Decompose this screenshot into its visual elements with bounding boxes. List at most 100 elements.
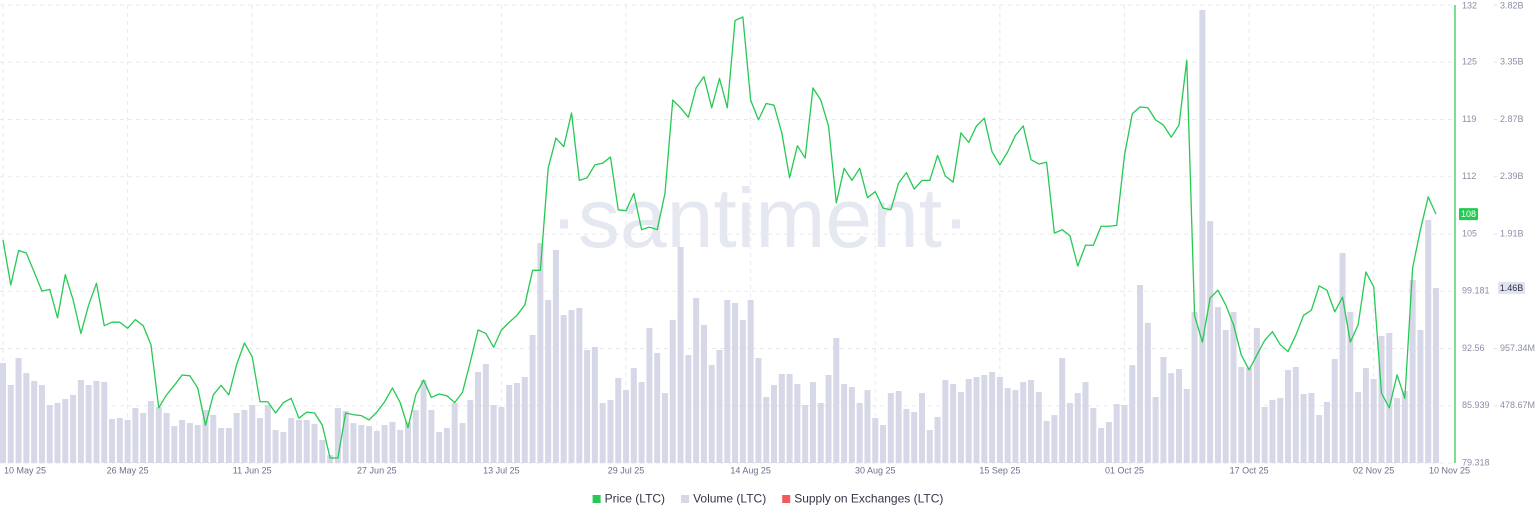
volume-bar	[1168, 373, 1175, 463]
volume-bar	[249, 404, 256, 463]
y-tick-label: 85.939	[1462, 400, 1490, 410]
volume-bar	[303, 419, 310, 463]
volume-bar	[1386, 332, 1393, 463]
volume-bar	[638, 382, 645, 463]
volume-bar	[732, 302, 739, 463]
volume-bar	[443, 427, 450, 463]
volume-bar	[716, 349, 723, 463]
volume-bar	[646, 327, 653, 463]
volume-bar	[591, 346, 598, 463]
legend: Price (LTC) Volume (LTC) Supply on Exchang…	[592, 492, 943, 506]
volume-bar	[1074, 393, 1081, 463]
volume-bar	[911, 412, 918, 463]
volume-bar	[1425, 219, 1432, 463]
volume-bar	[116, 418, 123, 463]
volume-bar	[218, 427, 225, 463]
y2-tick-label: 957.34M	[1500, 343, 1535, 353]
volume-bar	[1051, 415, 1058, 463]
volume-bar	[880, 424, 887, 463]
volume-bar	[1378, 335, 1385, 463]
y-tick-label: 132	[1462, 0, 1477, 10]
x-tick-label: 30 Aug 25	[855, 465, 896, 475]
volume-bar	[848, 387, 855, 463]
volume-bar	[552, 249, 559, 463]
volume-bar	[15, 357, 22, 463]
volume-bar	[950, 383, 957, 463]
volume-bar	[1090, 407, 1097, 463]
volume-bar	[1137, 285, 1144, 463]
volume-bar	[467, 399, 474, 463]
volume-bar	[545, 299, 552, 463]
x-tick-label: 10 Nov 25	[1429, 465, 1470, 475]
volume-bar	[428, 410, 435, 463]
value-badge-label: 1.46B	[1500, 283, 1524, 293]
x-tick-label: 02 Nov 25	[1353, 465, 1394, 475]
volume-bar	[568, 310, 575, 463]
volume-bar	[163, 413, 170, 463]
volume-bar	[498, 407, 505, 463]
volume-bar	[926, 429, 933, 463]
volume-bar	[482, 363, 489, 463]
volume-bar	[560, 315, 567, 463]
volume-bar	[389, 421, 396, 463]
volume-bar	[1160, 357, 1167, 463]
volume-bar	[1129, 365, 1136, 463]
volume-bar	[459, 423, 466, 463]
volume-bar	[965, 379, 972, 463]
volume-bar	[529, 335, 536, 463]
volume-bar	[1277, 398, 1284, 463]
price-line	[2, 16, 1437, 459]
volume-bar	[171, 426, 178, 463]
value-badge	[1498, 282, 1525, 295]
volume-bar	[179, 419, 186, 463]
volume-bar	[1409, 280, 1416, 463]
legend-swatch	[681, 495, 690, 503]
x-tick-label: 15 Sep 25	[979, 465, 1020, 475]
volume-bar	[1222, 330, 1229, 463]
value-badge	[1459, 208, 1478, 221]
volume-bar	[615, 377, 622, 463]
volume-bar	[319, 440, 326, 463]
volume-bar	[506, 385, 513, 463]
volume-bar	[109, 418, 116, 463]
volume-bar	[1331, 358, 1338, 463]
volume-bar	[755, 357, 762, 463]
volume-bar	[1207, 221, 1214, 463]
volume-bar	[1175, 368, 1182, 463]
volume-bar	[366, 426, 373, 463]
volume-bar	[1144, 322, 1151, 463]
volume-bar	[739, 319, 746, 463]
volume-bar	[381, 424, 388, 463]
volume-bar	[693, 297, 700, 463]
volume-bar	[1043, 421, 1050, 463]
volume-bar	[132, 407, 139, 463]
volume-bar	[38, 385, 45, 463]
volume-bar	[93, 380, 100, 463]
volume-bar	[1370, 379, 1377, 463]
volume-bar	[1214, 307, 1221, 463]
y2-tick-label: 478.67M	[1500, 400, 1535, 410]
volume-bar	[996, 377, 1003, 463]
volume-bar	[661, 393, 668, 463]
volume-bar	[225, 427, 232, 463]
x-tick-label: 29 Jul 25	[608, 465, 645, 475]
volume-bar	[404, 421, 411, 463]
volume-bar	[77, 379, 84, 463]
volume-bar	[194, 424, 201, 463]
volume-bar	[1339, 252, 1346, 463]
volume-bar	[147, 401, 154, 463]
volume-bar	[903, 409, 910, 463]
volume-bar	[1059, 357, 1066, 463]
volume-bar	[1191, 311, 1198, 463]
volume-bar	[101, 382, 108, 463]
x-tick-label: 27 Jun 25	[357, 465, 397, 475]
volume-bar	[1253, 327, 1260, 463]
volume-bar	[1285, 369, 1292, 463]
x-tick-label: 17 Oct 25	[1230, 465, 1269, 475]
volume-bar	[654, 352, 661, 463]
volume-bar	[957, 391, 964, 463]
volume-bar	[864, 390, 871, 463]
volume-bar	[1066, 402, 1073, 463]
y-tick-label: 79.318	[1462, 457, 1490, 467]
legend-label: Price (LTC)	[605, 492, 665, 506]
